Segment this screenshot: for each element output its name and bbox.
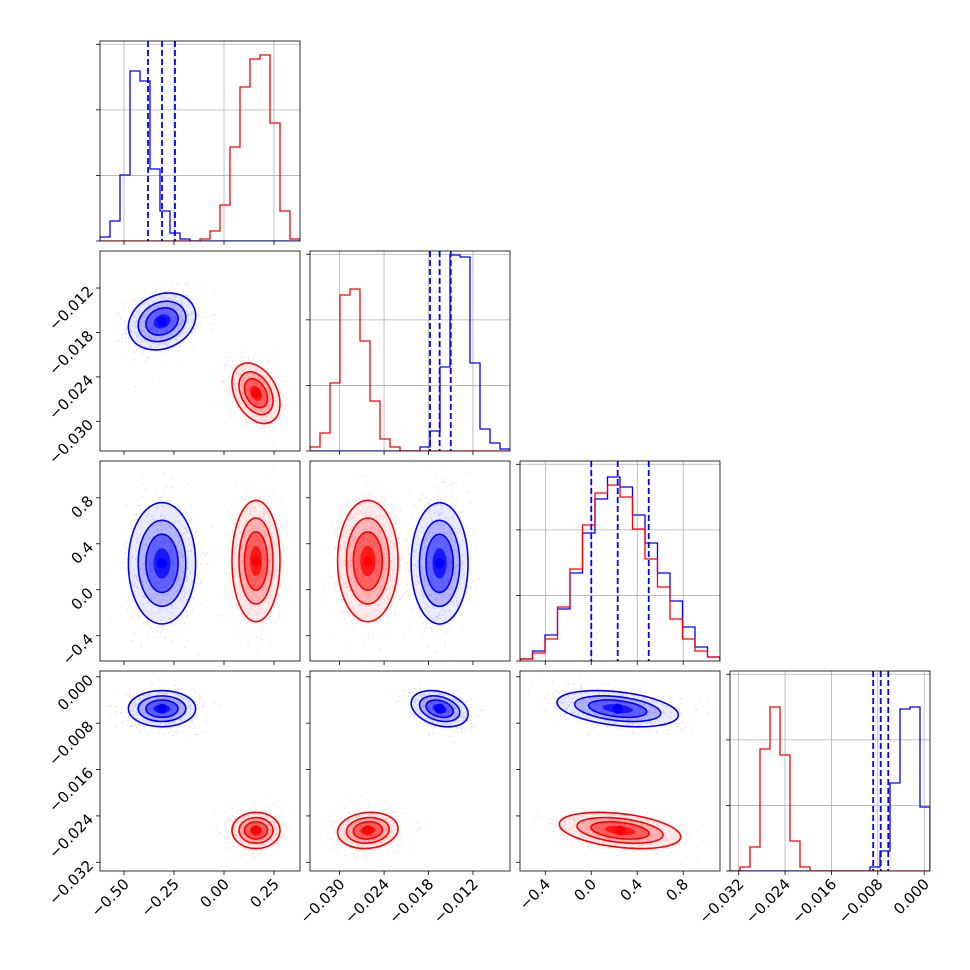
y-tick-label: −0.018	[45, 327, 97, 379]
panel-2-0	[99, 460, 301, 662]
y-tick-label: −0.024	[45, 810, 97, 862]
x-tick-label: −0.50	[88, 875, 133, 920]
x-tick-label: −0.012	[430, 875, 482, 927]
x-tick-label: −0.032	[696, 875, 748, 927]
series-1-mode-marker	[251, 825, 261, 836]
hist-frame-3	[729, 670, 931, 872]
y-tick-label: −0.008	[45, 718, 97, 770]
histogram-series-0	[100, 70, 300, 241]
y-tick-label: 0.0	[67, 584, 97, 614]
x-tick-label: 0.8	[662, 875, 692, 905]
series-0-mode-marker	[434, 558, 445, 569]
series-0-mode-marker	[612, 703, 623, 714]
y-tick-label: −0.024	[45, 371, 97, 423]
x-tick-label: 0.4	[616, 875, 646, 905]
histogram-0	[100, 41, 300, 241]
histogram-series-1	[100, 54, 300, 241]
histogram-series-1	[520, 484, 720, 661]
panel-1-0	[99, 250, 301, 452]
y-tick-label: −0.030	[45, 416, 97, 468]
panel-3-2	[519, 670, 721, 872]
x-tick-label: −0.024	[341, 875, 393, 927]
histogram-series-1	[730, 706, 930, 871]
hist-frame-0	[99, 40, 301, 242]
histogram-series-0	[730, 706, 930, 871]
series-0-mode-marker	[157, 558, 167, 569]
series-0-mode-marker	[434, 703, 445, 714]
x-tick-label: −0.018	[385, 875, 437, 927]
x-tick-label: 0.000	[890, 875, 933, 918]
series-0-mode-marker	[157, 316, 167, 327]
histogram-1	[310, 251, 510, 451]
y-tick-label: −0.032	[45, 857, 97, 909]
histogram-3	[730, 671, 930, 871]
series-1-mode-marker	[362, 556, 373, 566]
panel-2-1	[309, 460, 511, 662]
x-tick-label: −0.008	[835, 875, 887, 927]
y-tick-label: −0.012	[45, 282, 97, 334]
hist-frame-2	[519, 460, 721, 662]
series-1-mode-marker	[251, 556, 261, 566]
panel-3-1	[309, 670, 511, 872]
x-tick-label: −0.25	[138, 875, 183, 920]
x-tick-label: −0.030	[296, 875, 348, 927]
series-1-mode-marker	[362, 825, 373, 836]
x-tick-label: 0.0	[571, 875, 601, 905]
series-0-mode-marker	[157, 703, 167, 714]
y-tick-label: −0.016	[45, 764, 97, 816]
x-tick-label: 0.00	[196, 875, 232, 911]
x-tick-label: −0.4	[516, 875, 554, 913]
histogram-series-0	[520, 476, 720, 661]
series-1-mode-marker	[251, 388, 261, 399]
series-1-mode-marker	[615, 825, 625, 836]
histogram-series-1	[310, 288, 510, 451]
x-tick-label: 0.25	[246, 875, 282, 911]
y-tick-label: 0.4	[67, 538, 97, 568]
panel-3-0	[99, 670, 301, 872]
x-tick-label: −0.016	[788, 875, 840, 927]
y-tick-label: 0.8	[67, 492, 97, 522]
histogram-2	[520, 461, 720, 661]
x-tick-label: −0.024	[742, 875, 794, 927]
hist-frame-1	[309, 250, 511, 452]
y-tick-label: 0.000	[54, 671, 97, 714]
y-tick-label: −0.4	[59, 630, 97, 668]
